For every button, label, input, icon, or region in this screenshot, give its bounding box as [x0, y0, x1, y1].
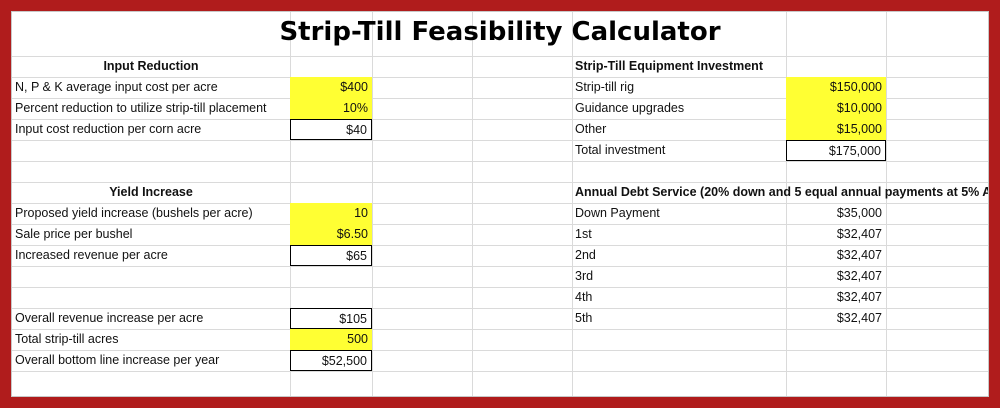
equipment-heading: Strip-Till Equipment Investment — [575, 59, 763, 73]
bottom-line-value: $52,500 — [290, 350, 372, 371]
input-reduction-heading: Input Reduction — [103, 59, 199, 73]
sale-price-label: Sale price per bushel — [15, 227, 133, 241]
percent-reduction-label: Percent reduction to utilize strip-till … — [15, 101, 267, 115]
gridline — [786, 12, 787, 396]
payment-4th-label: 4th — [575, 290, 593, 304]
input-cost-reduction-label: Input cost reduction per corn acre — [15, 122, 202, 136]
payment-4th-value: $32,407 — [836, 290, 882, 304]
increased-revenue-label: Increased revenue per acre — [15, 248, 168, 262]
yield-increase-input[interactable]: 10 — [290, 203, 372, 224]
gridline — [12, 56, 988, 57]
strip-till-rig-label: Strip-till rig — [575, 80, 635, 94]
gridline — [12, 371, 988, 372]
gridline — [12, 350, 988, 351]
payment-5th-value: $32,407 — [836, 311, 882, 325]
gridline — [12, 119, 988, 120]
yield-increase-heading: Yield Increase — [109, 185, 193, 199]
gridline — [12, 329, 988, 330]
spreadsheet: Strip-Till Feasibility Calculator Input … — [11, 11, 989, 397]
gridline — [12, 203, 988, 204]
npk-cost-label: N, P & K average input cost per acre — [15, 80, 218, 94]
gridline — [12, 224, 988, 225]
total-investment-label: Total investment — [575, 143, 666, 157]
gridline — [12, 266, 988, 267]
sale-price-input[interactable]: $6.50 — [290, 224, 372, 245]
payment-3rd-label: 3rd — [575, 269, 594, 283]
down-payment-label: Down Payment — [575, 206, 660, 220]
gridline — [472, 12, 473, 396]
yield-increase-label: Proposed yield increase (bushels per acr… — [15, 206, 253, 220]
total-investment-value: $175,000 — [786, 140, 886, 161]
increased-revenue-value: $65 — [290, 245, 372, 266]
input-cost-reduction-value: $40 — [290, 119, 372, 140]
overall-revenue-label: Overall revenue increase per acre — [15, 311, 204, 325]
debt-service-heading: Annual Debt Service (20% down and 5 equa… — [575, 185, 989, 199]
gridline — [12, 308, 988, 309]
npk-cost-input[interactable]: $400 — [290, 77, 372, 98]
guidance-upgrades-label: Guidance upgrades — [575, 101, 685, 115]
gridline — [886, 12, 887, 396]
payment-1st-value: $32,407 — [836, 227, 882, 241]
gridline — [12, 161, 988, 162]
gridline — [12, 140, 988, 141]
payment-2nd-value: $32,407 — [836, 248, 882, 262]
payment-5th-label: 5th — [575, 311, 593, 325]
other-input[interactable]: $15,000 — [786, 119, 886, 140]
payment-2nd-label: 2nd — [575, 248, 596, 262]
gridline — [12, 182, 988, 183]
gridline — [372, 12, 373, 396]
bottom-line-label: Overall bottom line increase per year — [15, 353, 220, 367]
strip-till-rig-input[interactable]: $150,000 — [786, 77, 886, 98]
percent-reduction-input[interactable]: 10% — [290, 98, 372, 119]
overall-revenue-value: $105 — [290, 308, 372, 329]
payment-1st-label: 1st — [575, 227, 592, 241]
guidance-upgrades-input[interactable]: $10,000 — [786, 98, 886, 119]
gridline — [12, 287, 988, 288]
gridline — [572, 12, 573, 396]
payment-3rd-value: $32,407 — [836, 269, 882, 283]
total-acres-label: Total strip-till acres — [15, 332, 119, 346]
gridline — [12, 77, 988, 78]
other-label: Other — [575, 122, 607, 136]
down-payment-value: $35,000 — [836, 206, 882, 220]
total-acres-input[interactable]: 500 — [290, 329, 372, 350]
gridline — [12, 245, 988, 246]
gridline — [12, 98, 988, 99]
page-title: Strip-Till Feasibility Calculator — [279, 17, 721, 47]
